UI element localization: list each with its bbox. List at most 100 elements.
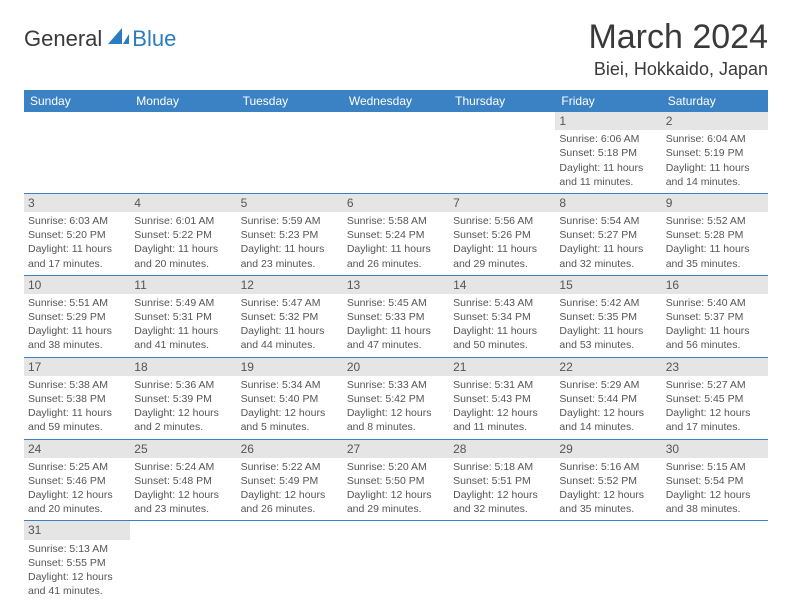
calendar-day-cell: 23Sunrise: 5:27 AMSunset: 5:45 PMDayligh… [662,357,768,439]
day-detail-line: Sunrise: 5:13 AM [28,542,126,556]
day-detail-line: and 26 minutes. [347,257,445,271]
day-detail-line: Sunrise: 5:51 AM [28,296,126,310]
calendar-day-cell: 27 Sunrise: 5:20 AMSunset: 5:50 PMDayligh… [343,439,449,521]
day-number [130,521,236,539]
day-detail-line: and 41 minutes. [134,338,232,352]
day-detail-line: Daylight: 11 hours [347,242,445,256]
weekday-header: Wednesday [343,90,449,112]
calendar-day-cell: 15Sunrise: 5:42 AMSunset: 5:35 PMDayligh… [555,275,661,357]
weekday-header: Thursday [449,90,555,112]
day-number: 10 [24,276,130,294]
calendar-day-cell: 11Sunrise: 5:49 AMSunset: 5:31 PMDayligh… [130,275,236,357]
day-number: 17 [24,358,130,376]
day-detail-line: Sunrise: 5:22 AM [241,460,339,474]
day-detail-line: Daylight: 11 hours [453,324,551,338]
day-detail-line: and 2 minutes. [134,420,232,434]
day-detail-line: and 8 minutes. [347,420,445,434]
day-detail-line: Sunset: 5:54 PM [666,474,764,488]
day-number [449,112,555,130]
day-detail-line: Sunrise: 6:04 AM [666,132,764,146]
day-detail-line: Sunrise: 5:56 AM [453,214,551,228]
day-detail-line: and 53 minutes. [559,338,657,352]
day-detail-line: Daylight: 12 hours [28,488,126,502]
day-detail-line: Daylight: 12 hours [559,488,657,502]
day-detail-line: Daylight: 12 hours [134,406,232,420]
day-detail-line: Sunset: 5:49 PM [241,474,339,488]
day-detail-line: Daylight: 11 hours [241,324,339,338]
calendar-week-row: 17Sunrise: 5:38 AMSunset: 5:38 PMDayligh… [24,357,768,439]
day-detail-line: and 44 minutes. [241,338,339,352]
calendar-day-cell [130,112,236,193]
calendar-day-cell: 25Sunrise: 5:24 AMSunset: 5:48 PMDayligh… [130,439,236,521]
day-detail-line: Sunrise: 5:54 AM [559,214,657,228]
weekday-header: Sunday [24,90,130,112]
day-detail-line: Daylight: 12 hours [347,488,445,502]
logo-sail-icon [106,26,130,46]
day-detail-line: Sunrise: 5:25 AM [28,460,126,474]
day-detail-line: Sunrise: 5:49 AM [134,296,232,310]
day-detail-line: and 26 minutes. [241,502,339,516]
calendar-day-cell [343,521,449,602]
day-number: 11 [130,276,236,294]
day-detail-line: and 23 minutes. [241,257,339,271]
calendar-day-cell [237,112,343,193]
day-detail-line: and 11 minutes. [453,420,551,434]
calendar-day-cell: 20Sunrise: 5:33 AMSunset: 5:42 PMDayligh… [343,357,449,439]
day-detail-line: Daylight: 11 hours [134,242,232,256]
day-number: 16 [662,276,768,294]
day-detail-line: and 17 minutes. [28,257,126,271]
day-detail-line: Sunset: 5:19 PM [666,146,764,160]
day-detail-line: Sunset: 5:24 PM [347,228,445,242]
calendar-day-cell: 1Sunrise: 6:06 AMSunset: 5:18 PMDaylight… [555,112,661,193]
day-detail-line: Sunrise: 5:29 AM [559,378,657,392]
day-number: 14 [449,276,555,294]
weekday-header: Monday [130,90,236,112]
day-detail-line: and 35 minutes. [559,502,657,516]
day-detail-line: Sunrise: 6:06 AM [559,132,657,146]
day-number [343,112,449,130]
calendar-day-cell: 18Sunrise: 5:36 AMSunset: 5:39 PMDayligh… [130,357,236,439]
calendar-day-cell: 10Sunrise: 5:51 AMSunset: 5:29 PMDayligh… [24,275,130,357]
day-detail-line: Daylight: 11 hours [666,242,764,256]
day-number: 6 [343,194,449,212]
day-detail-line: Sunrise: 5:40 AM [666,296,764,310]
location: Biei, Hokkaido, Japan [588,59,768,80]
day-detail-line: Sunset: 5:42 PM [347,392,445,406]
day-detail-line: and 23 minutes. [134,502,232,516]
day-number: 22 [555,358,661,376]
day-number: 19 [237,358,343,376]
calendar-day-cell: 28Sunrise: 5:18 AMSunset: 5:51 PMDayligh… [449,439,555,521]
calendar-day-cell [449,112,555,193]
day-detail-line: Daylight: 12 hours [347,406,445,420]
logo-text-general: General [24,26,102,52]
day-detail-line: Sunset: 5:20 PM [28,228,126,242]
day-detail-line: Sunrise: 5:16 AM [559,460,657,474]
day-detail-line: Sunset: 5:33 PM [347,310,445,324]
day-detail-line: Sunset: 5:44 PM [559,392,657,406]
day-detail-line: Sunset: 5:52 PM [559,474,657,488]
logo: General Blue [24,26,176,52]
calendar-day-cell [24,112,130,193]
calendar-day-cell: 31Sunrise: 5:13 AMSunset: 5:55 PMDayligh… [24,521,130,602]
day-detail-line: Sunset: 5:27 PM [559,228,657,242]
day-number: 20 [343,358,449,376]
day-detail-line: Daylight: 11 hours [559,242,657,256]
day-detail-line: Sunset: 5:50 PM [347,474,445,488]
day-detail-line: and 29 minutes. [453,257,551,271]
day-detail-line: Sunrise: 5:20 AM [347,460,445,474]
calendar-day-cell [662,521,768,602]
day-detail-line: Daylight: 11 hours [666,324,764,338]
day-number: 1 [555,112,661,130]
day-number: 27 [343,440,449,458]
calendar-week-row: 1Sunrise: 6:06 AMSunset: 5:18 PMDaylight… [24,112,768,193]
day-detail-line: Daylight: 11 hours [559,324,657,338]
day-detail-line: Daylight: 12 hours [134,488,232,502]
day-detail-line: Sunrise: 6:01 AM [134,214,232,228]
calendar-week-row: 3Sunrise: 6:03 AMSunset: 5:20 PMDaylight… [24,193,768,275]
day-detail-line: Daylight: 11 hours [453,242,551,256]
calendar-day-cell [343,112,449,193]
day-detail-line: Sunrise: 5:31 AM [453,378,551,392]
day-detail-line: Daylight: 12 hours [241,488,339,502]
day-detail-line: Sunrise: 5:52 AM [666,214,764,228]
day-number: 7 [449,194,555,212]
